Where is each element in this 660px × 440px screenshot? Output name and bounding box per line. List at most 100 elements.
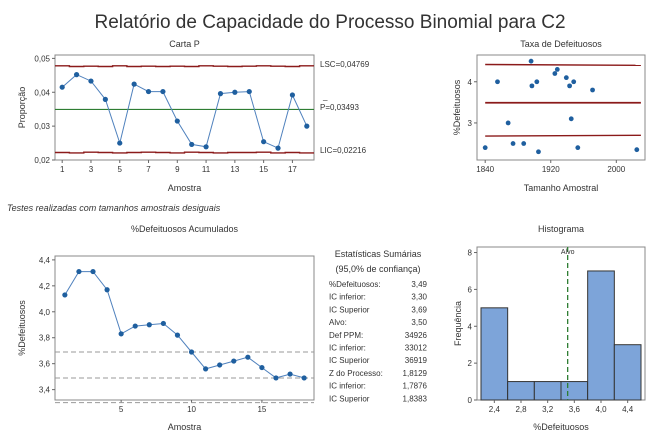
defect-rate-point (554, 67, 560, 72)
defect-rate-point (568, 116, 574, 122)
histogram-bar (533, 381, 562, 401)
p-chart-series-line (61, 74, 308, 149)
stat-value: 1,8129 (403, 369, 428, 378)
p-chart-xtick-label: 7 (146, 165, 151, 174)
cumulative-ytick-label: 3,4 (39, 386, 51, 395)
defect-rate-ytick-label: 3 (468, 119, 473, 128)
stat-value: 1,8383 (403, 394, 428, 403)
center-label: P=0,03493 (320, 103, 359, 112)
p-chart-point (275, 145, 281, 151)
stat-label: IC inferior: (329, 344, 366, 353)
defect-rate-point (528, 58, 534, 64)
defect-rate-point (529, 83, 535, 89)
p-chart-xtick-label: 11 (202, 165, 211, 174)
stat-label: IC Superior (329, 305, 370, 314)
p-chart-point (189, 141, 195, 148)
cumulative-xtick-label: 15 (257, 405, 266, 414)
cumulative-point (259, 364, 265, 371)
cumulative-point (146, 322, 152, 328)
stat-value: 36919 (405, 356, 428, 365)
p-chart-point (59, 84, 65, 90)
histogram-ytick-label: 6 (468, 285, 473, 294)
stat-label: Def PPM: (329, 331, 363, 340)
defect-rate-point (495, 79, 500, 85)
report-title: Relatório de Capacidade do Processo Bino… (94, 12, 565, 33)
cumulative-point (231, 358, 237, 364)
p-chart-ytick-label: 0,05 (34, 54, 50, 63)
p-chart-ucl-line (55, 65, 314, 68)
cumulative-point (217, 362, 223, 368)
cumulative-point (287, 371, 293, 377)
defect-rate-point (567, 83, 573, 89)
p-chart-point (261, 139, 267, 145)
summary-statistics: Estatísticas Sumárias (95,0% de confianç… (329, 249, 428, 403)
cumulative-point (76, 268, 82, 275)
p-chart-point (232, 89, 238, 95)
stat-label: Alvo: (329, 318, 347, 327)
p-chart-frame (54, 54, 315, 161)
p-chart-point (88, 78, 94, 84)
p-chart-point (131, 81, 137, 87)
cumulative-title: %Defeituosos Acumulados (131, 224, 239, 234)
p-chart-xtick-label: 17 (288, 165, 297, 174)
cumulative-point (118, 331, 124, 337)
stat-label: IC Superior (329, 356, 370, 365)
histogram-xtick-label: 4,0 (595, 405, 607, 414)
cumulative-point (245, 354, 251, 360)
p-chart-ylabel: Proporção (17, 87, 27, 129)
p-chart-xtick-label: 9 (175, 165, 180, 174)
p-chart-point (289, 92, 296, 98)
cumulative-ytick-label: 4,2 (39, 282, 51, 291)
stat-value: 1,7876 (403, 382, 428, 391)
stat-label: %Defeituosos: (329, 280, 381, 289)
defect-rate-point (552, 71, 558, 76)
histogram-ylabel: Frequência (453, 301, 463, 346)
stats-title: Estatísticas Sumárias (335, 249, 422, 259)
cumulative-ytick-label: 4,4 (39, 256, 51, 265)
p-chart-ytick-label: 0,03 (34, 122, 50, 131)
defect-rate-point (563, 75, 569, 81)
histogram-xtick-label: 3,2 (542, 405, 554, 414)
defect-rate-point (634, 147, 640, 153)
p-chart-point (160, 88, 166, 95)
p-chart-xtick-label: 3 (89, 165, 94, 174)
histogram-xtick-label: 2,4 (489, 405, 501, 414)
cumulative-point (62, 292, 68, 298)
histogram-bar (507, 381, 535, 401)
histogram-ytick-label: 4 (468, 322, 473, 331)
p-chart-point (174, 118, 180, 124)
defect-rate-point (575, 145, 581, 151)
p-chart-xtick-label: 5 (118, 165, 123, 174)
defect-rate-xlabel: Tamanho Amostral (524, 183, 599, 193)
histogram-ytick-label: 2 (468, 359, 473, 368)
histogram-xlabel: %Defeituosos (533, 422, 589, 432)
cumulative-point (174, 332, 181, 338)
cumulative-point (90, 268, 96, 275)
histogram-ytick-label: 0 (468, 396, 473, 405)
stat-value: 3,49 (411, 280, 427, 289)
defect-rate-upper-line (485, 63, 641, 66)
histogram-ytick-label: 8 (468, 249, 473, 258)
p-chart-point (145, 88, 152, 95)
histogram-chart: Histograma 0 2 4 6 8 2,4 2,8 3,2 3,6 4,0 4,4 %Defeit… (453, 224, 646, 432)
defect-rate-point (571, 79, 577, 85)
stat-label: IC Superior (329, 394, 370, 403)
histogram-xtick-label: 2,8 (515, 405, 527, 414)
cumulative-point (132, 323, 138, 329)
histogram-target-label: Alvo (561, 249, 575, 256)
cumulative-point (160, 320, 166, 327)
p-chart-point (304, 123, 310, 129)
defect-rate-point (510, 141, 516, 146)
histogram-bar (587, 270, 615, 401)
defect-rate-ytick-label: 4 (468, 78, 473, 87)
cumulative-point (188, 349, 195, 355)
p-chart-point (246, 88, 252, 95)
p-chart-point (102, 96, 108, 102)
cumulative-xlabel: Amostra (168, 422, 202, 432)
defect-rate-point (590, 87, 595, 93)
defect-rate-point (521, 141, 527, 146)
defect-rate-title: Taxa de Defeituosos (520, 39, 602, 49)
cumulative-xtick-label: 10 (187, 405, 196, 414)
histogram-xtick-label: 3,6 (569, 405, 581, 414)
